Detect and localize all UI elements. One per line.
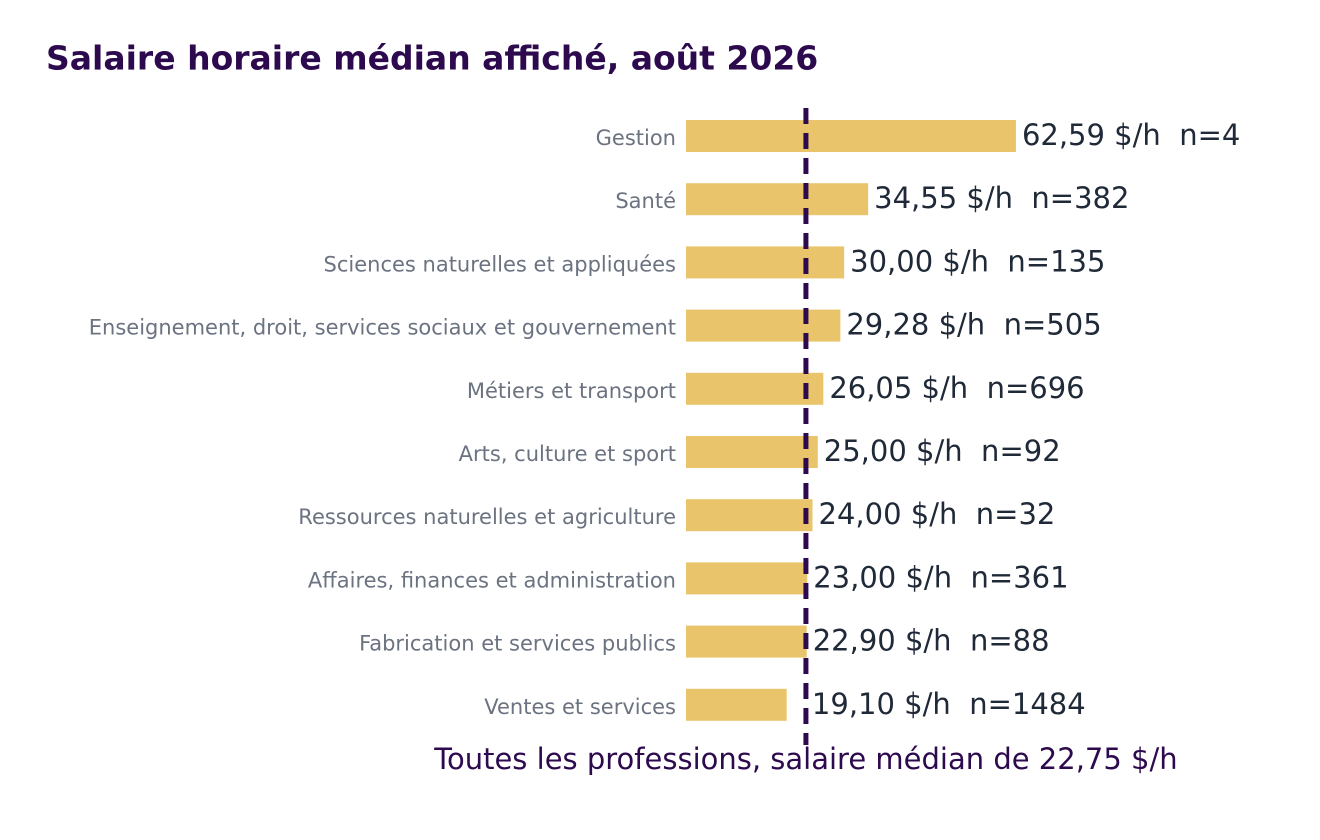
bar	[686, 309, 841, 342]
category-label: Métiers et transport	[467, 379, 676, 403]
value-label: 23,00 $/h n=361	[813, 560, 1068, 594]
category-label: Enseignement, droit, services sociaux et…	[89, 316, 676, 340]
bar	[686, 499, 813, 532]
bar	[686, 120, 1016, 152]
value-label: 24,00 $/h n=32	[819, 497, 1056, 531]
value-label: 22,90 $/h n=88	[813, 624, 1050, 658]
bar	[686, 372, 824, 405]
value-label: 62,59 $/h n=4	[1022, 118, 1240, 152]
chart-title: Salaire horaire médian affiché, août 202…	[46, 39, 818, 78]
category-label: Arts, culture et sport	[459, 442, 676, 466]
category-label: Santé	[615, 189, 676, 213]
category-label: Ressources naturelles et agriculture	[298, 505, 676, 529]
category-label: Gestion	[596, 126, 676, 150]
bar	[686, 246, 845, 279]
category-label: Sciences naturelles et appliquées	[324, 252, 677, 276]
value-label: 19,10 $/h n=1484	[812, 687, 1086, 721]
bar	[686, 562, 808, 595]
value-label: 34,55 $/h n=382	[874, 181, 1129, 215]
value-label: 29,28 $/h n=505	[846, 308, 1101, 342]
value-label: 30,00 $/h n=135	[850, 244, 1105, 278]
value-label: 25,00 $/h n=92	[824, 434, 1061, 468]
value-label: 26,05 $/h n=696	[829, 371, 1084, 405]
bar	[686, 436, 818, 468]
category-label: Affaires, finances et administration	[308, 568, 676, 592]
bar	[686, 625, 807, 658]
bar	[686, 688, 787, 721]
category-label: Fabrication et services publics	[359, 632, 676, 656]
bar	[686, 183, 869, 216]
reference-label: Toutes les professions, salaire médian d…	[433, 742, 1177, 776]
category-label: Ventes et services	[484, 695, 676, 719]
